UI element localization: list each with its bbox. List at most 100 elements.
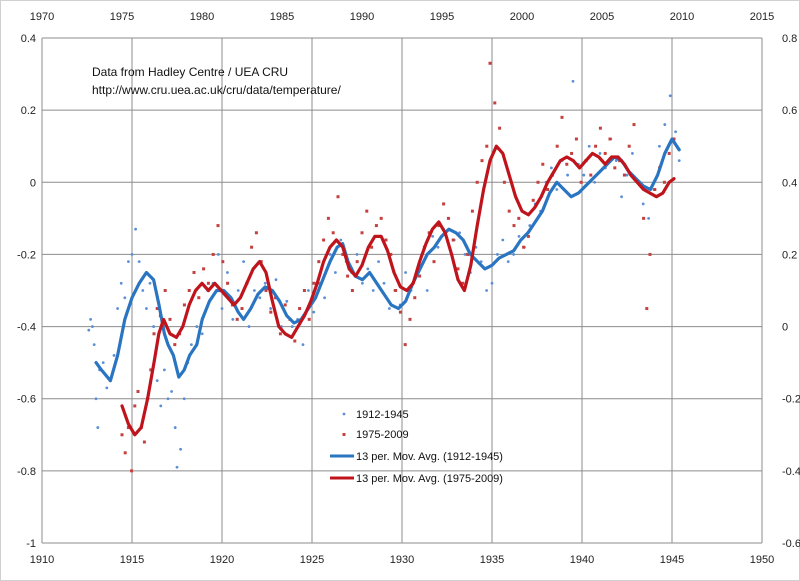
point-1912-1945 bbox=[490, 281, 494, 285]
left-tick-label: -0.4 bbox=[17, 322, 36, 334]
point-1975-2009 bbox=[442, 202, 446, 206]
point-1912-1945 bbox=[269, 307, 272, 310]
left-tick-label: -1 bbox=[26, 538, 36, 550]
point-1912-1945 bbox=[663, 123, 667, 126]
point-1975-2009 bbox=[155, 307, 159, 311]
point-1975-2009 bbox=[269, 310, 273, 314]
point-1975-2009 bbox=[413, 296, 417, 300]
point-1912-1945 bbox=[463, 253, 467, 256]
point-1912-1945 bbox=[137, 260, 141, 264]
point-1912-1945 bbox=[231, 317, 235, 321]
point-1975-2009 bbox=[667, 151, 671, 155]
point-1912-1945 bbox=[91, 325, 94, 328]
point-1912-1945 bbox=[112, 354, 116, 357]
top-tick-label: 2015 bbox=[750, 11, 774, 23]
point-1975-2009 bbox=[608, 137, 612, 141]
point-1975-2009 bbox=[336, 195, 340, 199]
point-1975-2009 bbox=[355, 260, 359, 264]
point-1975-2009 bbox=[152, 332, 156, 336]
point-1912-1945 bbox=[226, 271, 229, 274]
point-1912-1945 bbox=[620, 195, 623, 199]
point-1975-2009 bbox=[502, 180, 506, 184]
right-tick-label: 0.4 bbox=[782, 177, 797, 189]
point-1975-2009 bbox=[240, 307, 244, 311]
point-1912-1945 bbox=[190, 343, 193, 347]
point-1912-1945 bbox=[145, 307, 148, 310]
point-1912-1945 bbox=[182, 397, 186, 401]
point-1975-2009 bbox=[142, 440, 146, 444]
point-1912-1945 bbox=[173, 426, 177, 429]
point-1975-2009 bbox=[341, 252, 345, 256]
right-tick-label: 0.8 bbox=[782, 33, 797, 45]
left-tick-label: -0.8 bbox=[17, 466, 36, 478]
point-1912-1945 bbox=[148, 281, 152, 285]
top-tick-label: 2010 bbox=[670, 11, 694, 23]
point-1912-1945 bbox=[247, 325, 251, 328]
point-1912-1945 bbox=[355, 253, 359, 256]
point-1975-2009 bbox=[283, 303, 287, 307]
point-1975-2009 bbox=[446, 216, 450, 220]
top-tick-label: 1970 bbox=[30, 11, 54, 23]
legend-marker-1912-1945 bbox=[342, 412, 346, 416]
point-1975-2009 bbox=[322, 238, 326, 242]
point-1912-1945 bbox=[116, 307, 119, 310]
point-1975-2009 bbox=[254, 231, 258, 235]
point-1912-1945 bbox=[217, 253, 220, 256]
point-1975-2009 bbox=[648, 252, 652, 256]
point-1975-2009 bbox=[216, 224, 220, 228]
point-1912-1945 bbox=[377, 260, 380, 264]
point-1975-2009 bbox=[456, 267, 460, 271]
left-tick-label: 0.4 bbox=[21, 33, 36, 45]
point-1912-1945 bbox=[92, 343, 96, 347]
point-1912-1945 bbox=[647, 216, 650, 220]
point-1912-1945 bbox=[658, 144, 661, 148]
point-1912-1945 bbox=[436, 245, 440, 249]
point-1975-2009 bbox=[488, 61, 492, 65]
point-1912-1945 bbox=[258, 296, 262, 300]
point-1912-1945 bbox=[334, 271, 337, 274]
point-1975-2009 bbox=[168, 317, 172, 321]
point-1912-1945 bbox=[285, 299, 289, 303]
point-1975-2009 bbox=[331, 231, 335, 235]
point-1975-2009 bbox=[574, 137, 578, 141]
point-1975-2009 bbox=[570, 151, 574, 155]
point-1912-1945 bbox=[155, 379, 159, 383]
point-1912-1945 bbox=[571, 79, 575, 83]
point-1975-2009 bbox=[418, 274, 422, 278]
point-1975-2009 bbox=[206, 281, 210, 285]
point-1975-2009 bbox=[526, 234, 530, 238]
point-1912-1945 bbox=[126, 260, 130, 264]
point-1912-1945 bbox=[631, 152, 634, 155]
point-1912-1945 bbox=[593, 180, 596, 184]
point-1912-1945 bbox=[371, 289, 375, 292]
point-1975-2009 bbox=[379, 216, 383, 220]
point-1975-2009 bbox=[370, 245, 374, 249]
point-1975-2009 bbox=[403, 343, 407, 347]
legend: 1912-1945 1975-2009 13 per. Mov. Avg. (1… bbox=[330, 409, 503, 485]
point-1975-2009 bbox=[221, 260, 225, 264]
point-1975-2009 bbox=[451, 238, 455, 242]
point-1975-2009 bbox=[374, 224, 378, 228]
point-1975-2009 bbox=[307, 317, 311, 321]
point-1975-2009 bbox=[120, 433, 124, 437]
point-1975-2009 bbox=[662, 180, 666, 184]
point-1912-1945 bbox=[220, 307, 224, 310]
point-1912-1945 bbox=[152, 325, 156, 328]
point-1975-2009 bbox=[565, 162, 569, 166]
point-1975-2009 bbox=[672, 137, 676, 141]
point-1912-1945 bbox=[195, 325, 199, 328]
point-1912-1945 bbox=[236, 289, 240, 292]
point-1912-1945 bbox=[105, 386, 109, 390]
point-1975-2009 bbox=[250, 245, 254, 249]
point-1975-2009 bbox=[312, 281, 316, 285]
point-1912-1945 bbox=[123, 296, 127, 300]
point-1912-1945 bbox=[501, 238, 505, 242]
point-1975-2009 bbox=[163, 289, 167, 292]
bottom-tick-label: 1930 bbox=[390, 554, 414, 566]
point-1912-1945 bbox=[425, 289, 429, 292]
point-1975-2009 bbox=[226, 281, 230, 285]
legend-label-ma-1975-2009: 13 per. Mov. Avg. (1975-2009) bbox=[356, 473, 503, 485]
bottom-tick-label: 1925 bbox=[300, 554, 324, 566]
legend-label-1975-2009: 1975-2009 bbox=[356, 429, 409, 441]
point-1912-1945 bbox=[431, 234, 434, 238]
